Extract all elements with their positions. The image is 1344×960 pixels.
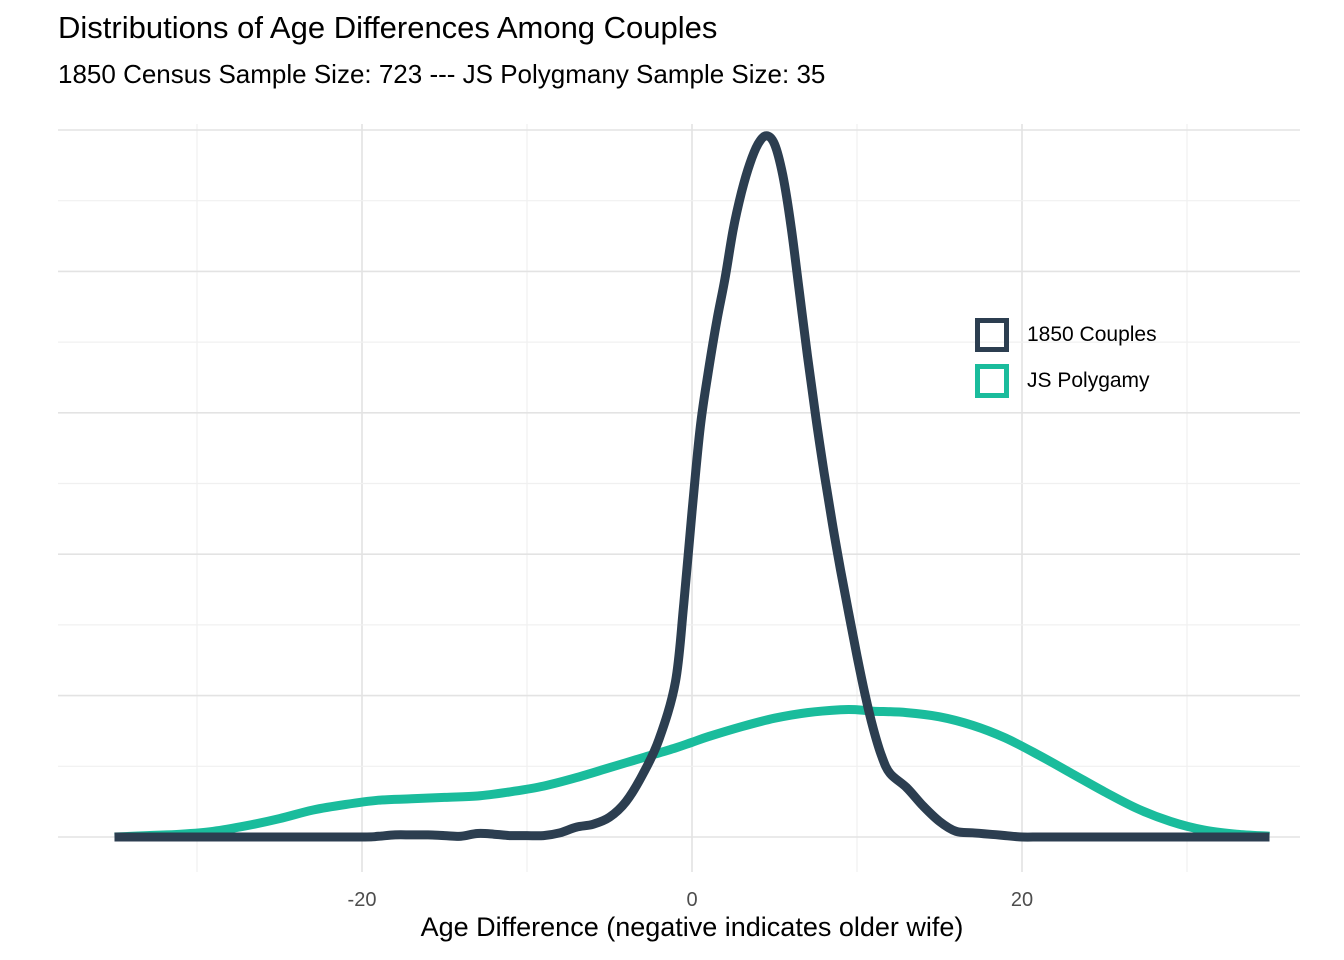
grid-lines (58, 124, 1300, 872)
series-line-1850-couples (114, 131, 1270, 842)
x-tick-label: 20 (1011, 889, 1033, 911)
legend-label-1850-couples: 1850 Couples (1027, 323, 1157, 346)
series-line-js-polygamy (114, 704, 1270, 842)
x-tick-labels: -20 0 20 (348, 889, 1034, 911)
legend-item-1850-couples: 1850 Couples (975, 312, 1157, 358)
legend-key-js-polygamy (975, 364, 1009, 398)
x-tick-label: -20 (348, 889, 377, 911)
x-tick-label: 0 (686, 889, 697, 911)
legend-item-js-polygamy: JS Polygamy (975, 358, 1157, 404)
x-axis-label: Age Difference (negative indicates older… (420, 912, 964, 942)
series-lines (114, 131, 1270, 842)
chart-title: Distributions of Age Differences Among C… (58, 10, 718, 45)
chart-subtitle: 1850 Census Sample Size: 723 --- JS Poly… (58, 59, 826, 89)
legend: 1850 Couples JS Polygamy (975, 312, 1157, 404)
legend-label-js-polygamy: JS Polygamy (1027, 369, 1150, 392)
legend-key-1850-couples (975, 318, 1009, 352)
